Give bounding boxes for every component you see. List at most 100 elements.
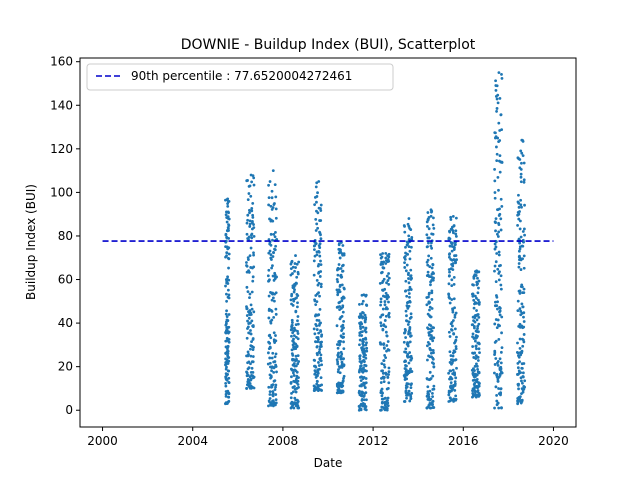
data-point <box>293 328 297 332</box>
data-point <box>475 309 478 312</box>
data-point <box>317 364 321 367</box>
data-point <box>407 361 411 365</box>
data-point <box>319 209 323 212</box>
data-point <box>313 359 317 362</box>
data-point <box>362 311 365 315</box>
data-point <box>275 238 279 241</box>
data-point <box>226 362 230 365</box>
data-point <box>472 276 476 280</box>
x-tick-label: 2000 <box>87 434 118 448</box>
data-point <box>360 334 364 337</box>
data-point <box>336 355 340 359</box>
data-point <box>475 318 479 322</box>
data-point <box>319 219 323 222</box>
data-point <box>294 266 297 269</box>
data-point <box>519 309 523 313</box>
data-point <box>407 382 410 386</box>
data-point <box>450 298 454 301</box>
y-tick-label: 140 <box>50 98 73 112</box>
data-point <box>267 268 271 272</box>
x-tick-label: 2012 <box>358 434 389 448</box>
data-point <box>427 291 431 295</box>
data-point <box>340 299 344 303</box>
data-point <box>405 377 409 381</box>
data-point <box>407 320 411 324</box>
data-point <box>226 204 230 208</box>
data-point <box>478 382 481 385</box>
data-point <box>250 366 254 370</box>
data-point <box>387 255 391 259</box>
data-point <box>451 368 455 372</box>
data-point <box>249 303 253 307</box>
data-point <box>517 201 521 205</box>
data-point <box>407 234 411 238</box>
data-point <box>272 316 276 319</box>
data-point <box>450 377 454 381</box>
data-point <box>454 394 458 398</box>
data-point <box>496 267 500 271</box>
data-point <box>271 255 275 258</box>
data-point <box>248 184 252 188</box>
data-point <box>384 262 388 265</box>
data-point <box>342 357 345 361</box>
data-point <box>270 298 274 302</box>
data-point <box>245 371 249 375</box>
data-point <box>364 381 368 385</box>
data-point <box>426 344 429 348</box>
data-point <box>448 296 452 300</box>
data-point <box>453 380 457 384</box>
data-point <box>227 200 231 203</box>
data-point <box>271 392 275 395</box>
data-point <box>431 357 435 361</box>
data-point <box>315 222 319 226</box>
data-point <box>248 296 251 300</box>
data-point <box>250 209 254 213</box>
data-point <box>251 202 255 205</box>
x-tick-label: 2016 <box>448 434 479 448</box>
data-point <box>271 206 275 209</box>
data-point <box>293 288 296 292</box>
data-point <box>430 291 434 295</box>
data-point <box>522 287 526 291</box>
data-point <box>516 351 520 355</box>
data-point <box>227 356 231 359</box>
data-point <box>452 297 456 301</box>
data-point <box>273 183 277 187</box>
data-point <box>431 223 435 227</box>
data-point <box>499 367 503 371</box>
data-point <box>408 325 412 329</box>
data-point <box>296 362 300 366</box>
data-point <box>295 370 299 374</box>
data-point <box>431 374 435 378</box>
data-point <box>522 240 525 244</box>
data-point <box>384 396 387 400</box>
data-point <box>407 217 411 220</box>
data-point <box>252 183 256 187</box>
data-point <box>404 329 407 332</box>
data-point <box>447 330 451 334</box>
data-point <box>268 393 272 396</box>
data-point <box>380 387 384 391</box>
data-point <box>454 234 458 238</box>
data-point <box>499 391 503 394</box>
data-point <box>453 350 457 354</box>
data-point <box>408 295 411 299</box>
data-point <box>432 362 435 366</box>
data-point <box>518 395 522 399</box>
data-point <box>409 334 413 338</box>
data-point <box>428 342 431 346</box>
data-point <box>522 291 526 295</box>
data-point <box>521 305 525 309</box>
data-point <box>521 257 524 261</box>
data-point <box>362 394 366 398</box>
data-point <box>226 344 230 348</box>
data-point <box>518 289 522 293</box>
data-point <box>477 384 481 388</box>
data-point <box>269 404 273 407</box>
data-point <box>364 353 367 357</box>
data-point <box>315 324 318 328</box>
data-point <box>274 307 278 311</box>
data-point <box>387 348 391 352</box>
data-point <box>245 264 249 268</box>
data-point <box>365 349 369 353</box>
